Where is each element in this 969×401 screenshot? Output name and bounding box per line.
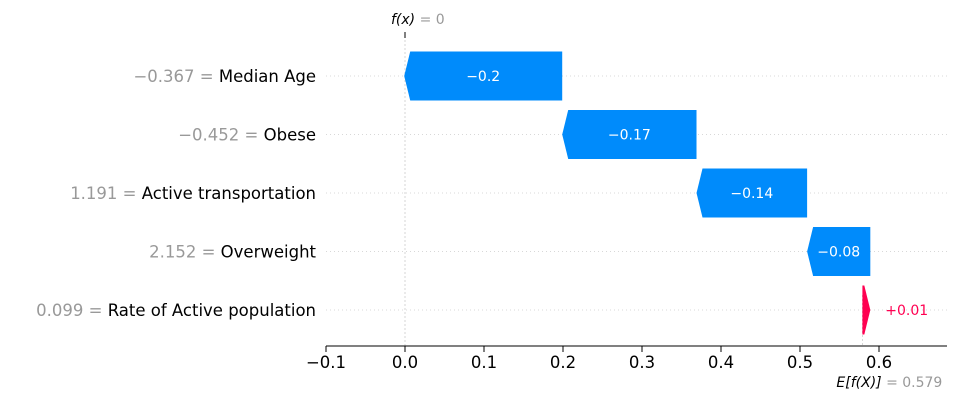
feature-value: −0.367 =: [133, 67, 218, 86]
output-value-number: = 0: [420, 12, 445, 28]
feature-value: 1.191 =: [70, 184, 142, 203]
x-tick-label: 0.5: [787, 353, 813, 372]
x-tick-label: 0.1: [471, 353, 497, 372]
bar-overweight: [807, 227, 871, 276]
feature-labels: 0.099 = Rate of Active population 2.152 =…: [36, 67, 316, 320]
feature-value: 0.099 =: [36, 301, 108, 320]
data-label: +0.01: [885, 303, 928, 319]
feature-name: Rate of Active population: [108, 301, 316, 320]
bars: +0.01 −0.08 −0.14 −0.17 −0.2: [404, 51, 928, 335]
feature-name: Active transportation: [142, 184, 316, 203]
bar-median-age: [404, 51, 563, 101]
base-value-name: E[f(X)]: [836, 375, 886, 391]
feature-value: 2.152 =: [149, 243, 221, 262]
output-value-label: f(x) = 0: [391, 12, 445, 28]
feature-name: Obese: [264, 126, 316, 145]
x-tick-label: 0.3: [629, 353, 655, 372]
x-axis: −0.1 0.0 0.1 0.2 0.3 0.4 0.5 0.6: [306, 345, 947, 372]
feature-name: Overweight: [221, 243, 317, 262]
annotations: f(x) = 0 E[f(X)] = 0.579: [391, 12, 942, 391]
x-tick-label: −0.1: [306, 353, 346, 372]
output-value-name: f(x): [391, 12, 420, 28]
feature-value: −0.452 =: [178, 126, 263, 145]
bar-active-transportation: [696, 168, 808, 218]
feature-label: 2.152 = Overweight: [149, 243, 316, 262]
bar-rate-of-active-population: [862, 285, 871, 335]
feature-name: Median Age: [219, 67, 316, 86]
x-tick-label: 0.4: [708, 353, 734, 372]
data-label: −0.17: [608, 128, 651, 144]
feature-label: −0.367 = Median Age: [133, 67, 316, 86]
data-label: −0.14: [730, 186, 773, 202]
bar-obese: [562, 110, 697, 159]
data-label: −0.2: [466, 69, 500, 85]
feature-label: 0.099 = Rate of Active population: [36, 301, 316, 320]
x-tick-label: 0.6: [866, 353, 892, 372]
x-tick-label: 0.0: [392, 353, 418, 372]
x-tick-label: 0.2: [550, 353, 576, 372]
feature-label: −0.452 = Obese: [178, 126, 316, 145]
feature-label: 1.191 = Active transportation: [70, 184, 316, 203]
data-label: −0.08: [817, 245, 860, 261]
base-value-number: = 0.579: [886, 375, 942, 391]
base-value-label: E[f(X)] = 0.579: [836, 375, 942, 391]
